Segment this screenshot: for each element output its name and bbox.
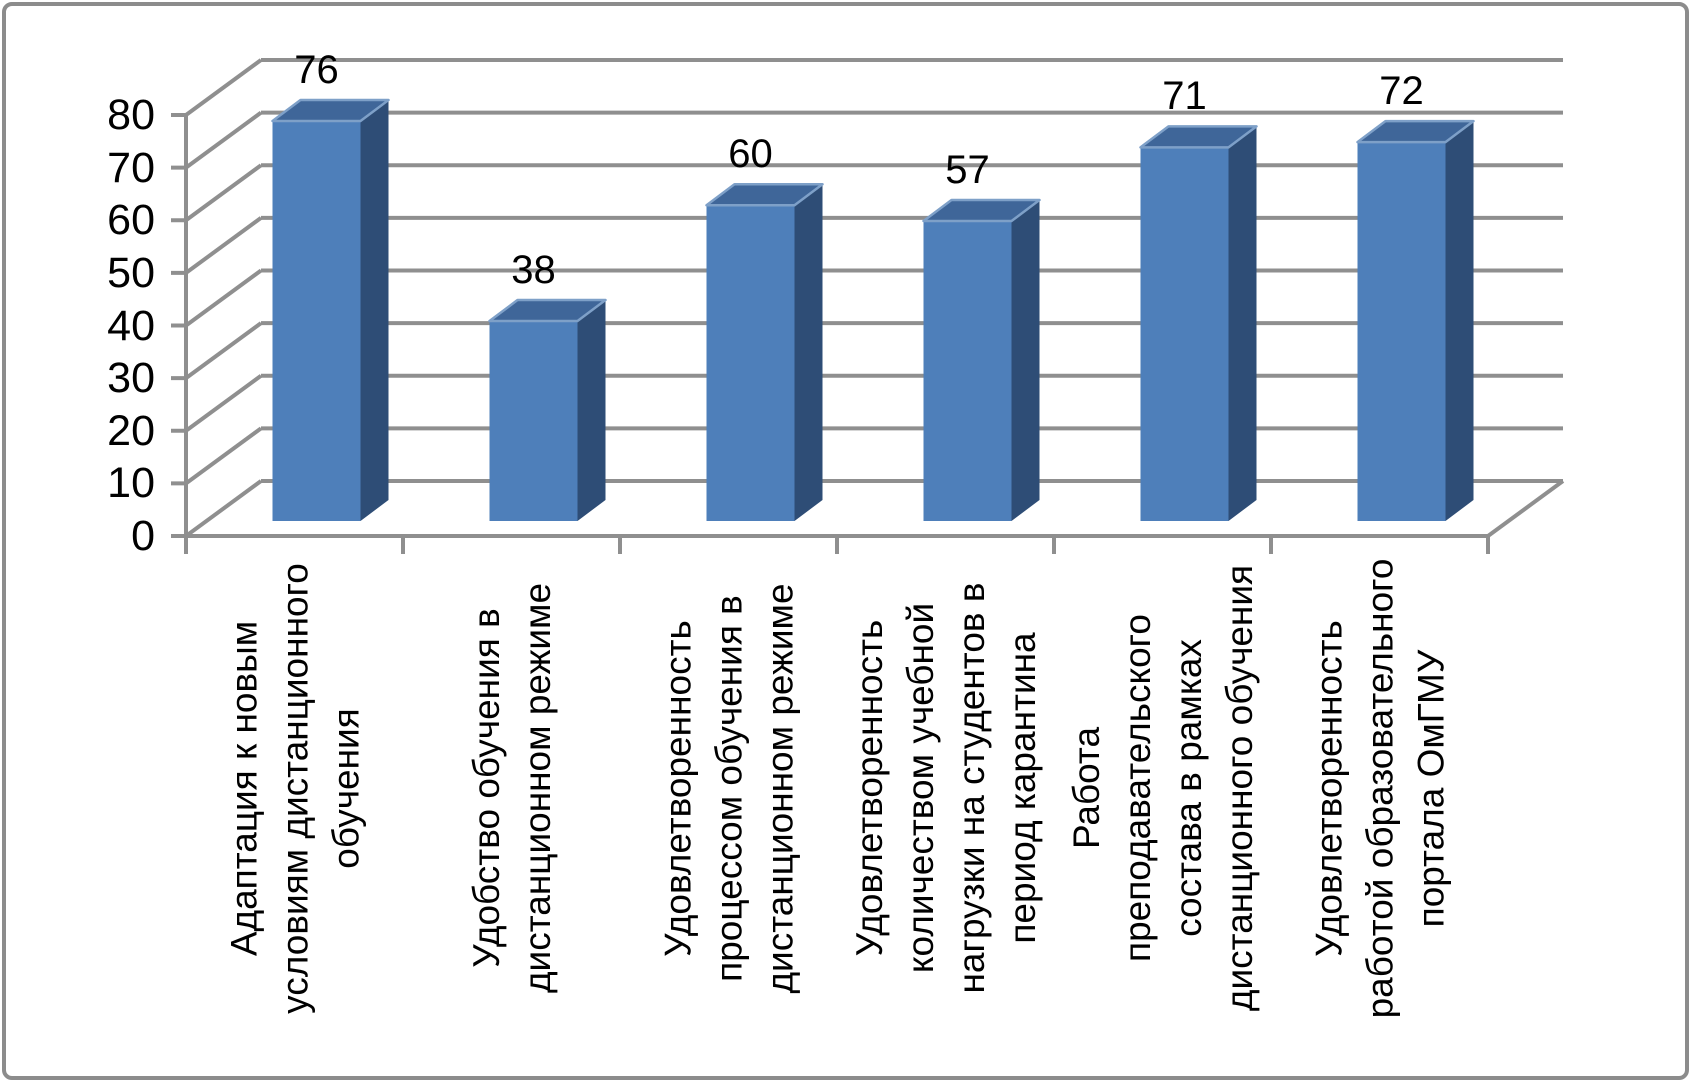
bar-front-face-1 (489, 321, 578, 521)
bar-front-face-5 (1357, 142, 1446, 521)
bar-front-face-0 (272, 121, 361, 522)
gridline-depth-0 (184, 479, 263, 538)
bar-front-face-3 (923, 221, 1012, 521)
bar-front-face-2 (706, 205, 795, 521)
bar-side-face-1 (577, 300, 606, 521)
bar-top-face-0 (271, 98, 390, 123)
bar-top-face-3 (922, 198, 1041, 223)
gridline-depth-30 (184, 321, 263, 380)
gridline-depth-70 (184, 111, 263, 170)
bar-side-face-3 (1011, 200, 1040, 521)
bar-side-face-2 (794, 184, 823, 521)
bar-top-face-5 (1356, 119, 1475, 144)
bar-side-face-4 (1228, 126, 1257, 522)
gridline-depth-60 (184, 163, 263, 222)
gridline-depth-80 (184, 58, 263, 117)
gridline-depth-20 (184, 374, 263, 433)
bar-top-face-4 (1139, 125, 1258, 149)
floor-right-edge (1486, 479, 1565, 538)
gridline-depth-40 (184, 268, 263, 328)
bar-top-face-1 (488, 298, 607, 323)
gridline-depth-10 (184, 426, 263, 485)
bar-top-face-2 (705, 183, 824, 207)
bar-side-face-0 (360, 100, 389, 522)
bar-front-face-4 (1140, 147, 1229, 522)
bar-side-face-5 (1445, 121, 1474, 521)
gridline-depth-50 (184, 216, 263, 275)
